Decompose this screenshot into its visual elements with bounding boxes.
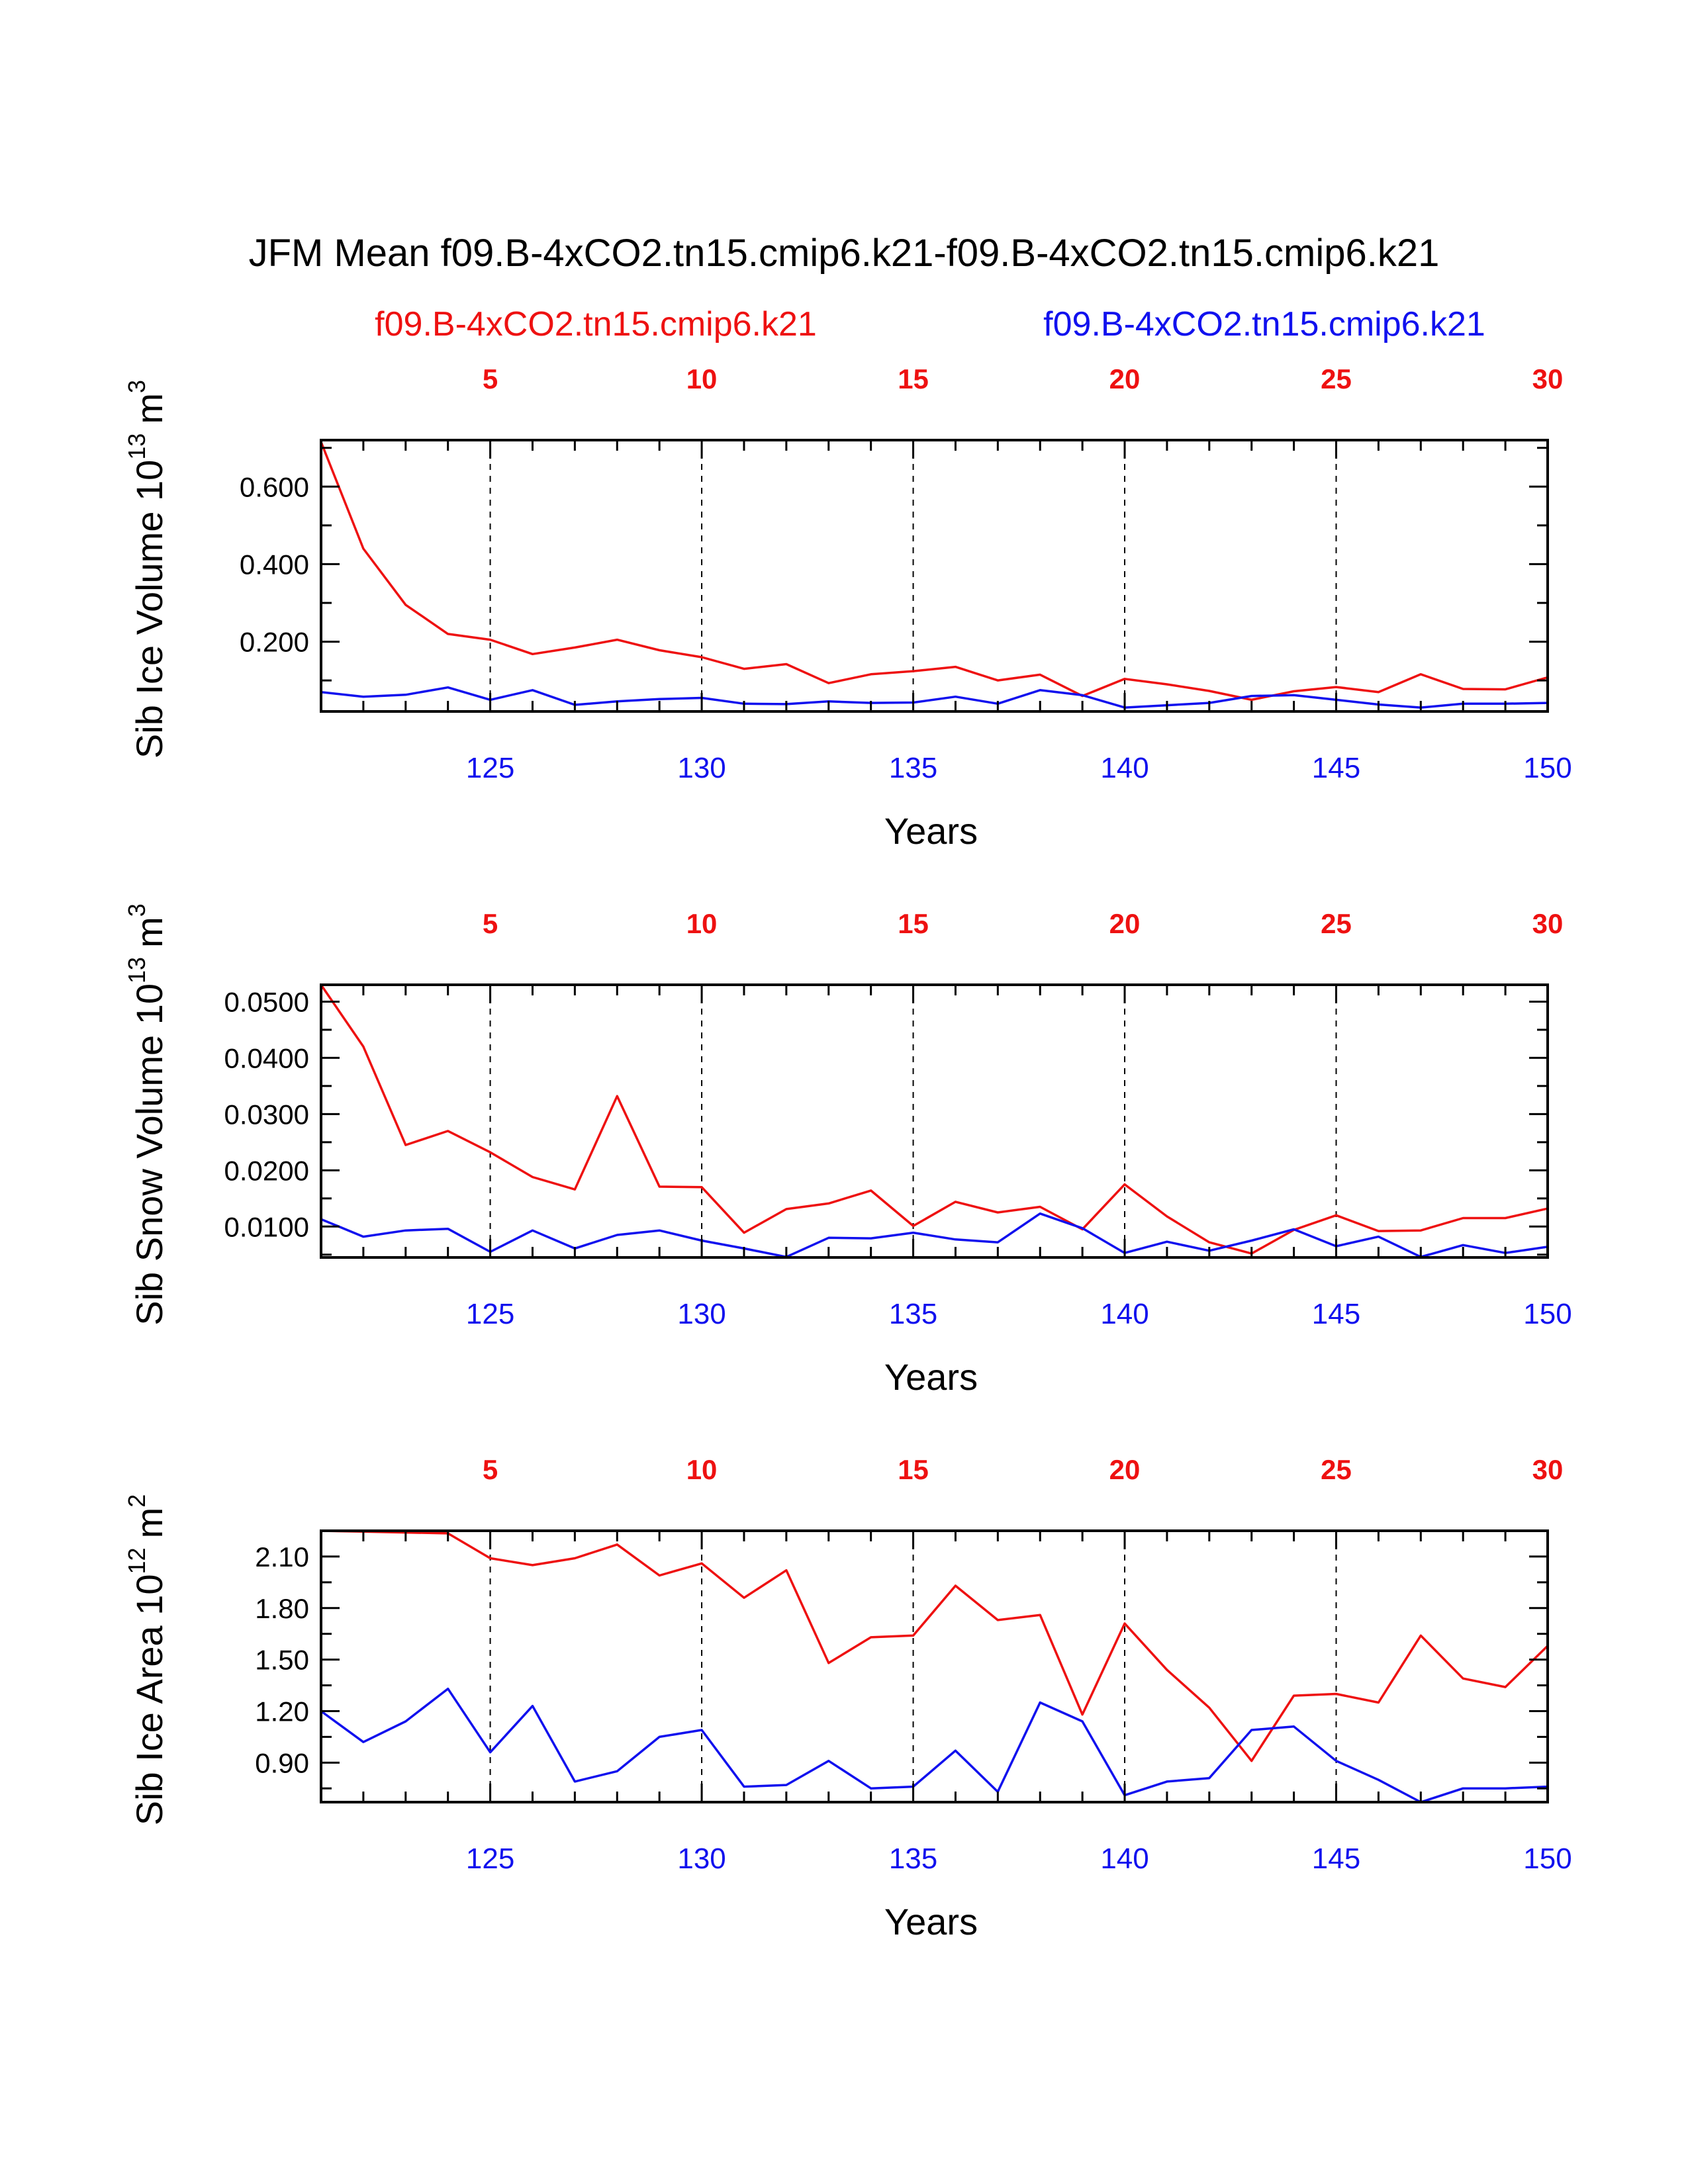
- bottom-tick-label: 145: [1312, 1298, 1360, 1330]
- bottom-tick-label: 125: [466, 1298, 514, 1330]
- left-tick-label: 0.0500: [224, 986, 309, 1017]
- bottom-tick-label: 135: [889, 1843, 937, 1875]
- top-tick-label: 5: [483, 908, 498, 939]
- left-tick-label: 0.0400: [224, 1042, 309, 1073]
- series-line-blue: [320, 1212, 1548, 1258]
- bottom-tick-label: 150: [1523, 1298, 1571, 1330]
- top-tick-label: 20: [1109, 363, 1141, 394]
- left-tick-label: 0.400: [240, 549, 309, 580]
- left-tick-label: 1.20: [255, 1696, 309, 1727]
- series-line-red: [320, 441, 1548, 702]
- series-line-blue: [320, 1687, 1548, 1803]
- top-tick-label: 15: [898, 363, 929, 394]
- top-tick-label: 10: [686, 908, 718, 939]
- left-tick-label: 0.0100: [224, 1211, 309, 1242]
- bottom-tick-label: 130: [677, 1298, 726, 1330]
- y-axis-label-exponent: 12: [123, 1547, 150, 1574]
- top-tick-label: 15: [898, 908, 929, 939]
- y-axis-label-main: Sib Ice Area 10: [128, 1574, 170, 1825]
- bottom-tick-label: 125: [466, 1843, 514, 1875]
- y-axis-label-unit: m: [128, 917, 170, 948]
- bottom-tick-label: 140: [1100, 1843, 1149, 1875]
- legend-red-label: f09.B-4xCO2.tn15.cmip6.k21: [375, 305, 817, 343]
- top-tick-label: 20: [1109, 908, 1141, 939]
- top-tick-label: 10: [686, 363, 718, 394]
- top-tick-label: 25: [1321, 908, 1352, 939]
- bottom-tick-label: 130: [677, 1843, 726, 1875]
- panel-1: 125 130 135 140 145 150 5 10 15 20 25 30 0.200 0.400 0…: [123, 363, 1572, 852]
- left-tick-label: 0.200: [240, 627, 309, 658]
- y-axis-label-unit-exponent: 3: [123, 903, 150, 917]
- bottom-tick-label: 135: [889, 1298, 937, 1330]
- top-tick-label: 30: [1532, 908, 1564, 939]
- x-axis-label: Years: [884, 1901, 978, 1942]
- top-tick-label: 30: [1532, 1454, 1564, 1485]
- bottom-tick-label: 150: [1523, 1843, 1571, 1875]
- bottom-tick-label: 125: [466, 752, 514, 784]
- bottom-tick-label: 145: [1312, 752, 1360, 784]
- panel-2: 125 130 135 140 145 150 5 10 15 20 25 30 0.0100 0.020…: [123, 903, 1572, 1398]
- y-axis-label-unit-exponent: 2: [123, 1494, 150, 1508]
- bottom-tick-label: 140: [1100, 1298, 1149, 1330]
- bottom-tick-label: 130: [677, 752, 726, 784]
- bottom-tick-label: 145: [1312, 1843, 1360, 1875]
- left-tick-label: 0.90: [255, 1747, 309, 1778]
- y-axis-label: Sib Ice Area 1012 m2: [123, 1494, 170, 1826]
- plot-frame: [320, 1529, 1549, 1803]
- chart-title: JFM Mean f09.B-4xCO2.tn15.cmip6.k21-f09.…: [249, 232, 1440, 275]
- left-tick-label: 0.0200: [224, 1155, 309, 1186]
- left-tick-label: 1.50: [255, 1645, 309, 1676]
- legend-blue-label: f09.B-4xCO2.tn15.cmip6.k21: [1043, 305, 1485, 343]
- left-tick-label: 1.80: [255, 1593, 309, 1624]
- y-axis-label-unit-exponent: 3: [123, 380, 150, 393]
- top-tick-label: 25: [1321, 363, 1352, 394]
- top-tick-label: 30: [1532, 363, 1564, 394]
- y-axis-label-unit: m: [128, 1508, 170, 1539]
- x-axis-label: Years: [884, 810, 978, 852]
- y-axis-label: Sib Ice Volume 1013 m3: [123, 380, 170, 758]
- top-tick-label: 5: [483, 1454, 498, 1485]
- y-axis-label-main: Sib Ice Volume 10: [128, 460, 170, 758]
- bottom-tick-label: 140: [1100, 752, 1149, 784]
- left-tick-label: 2.10: [255, 1541, 309, 1572]
- y-axis-label-main: Sib Snow Volume 10: [128, 983, 170, 1326]
- plot-frame: [320, 439, 1549, 713]
- top-tick-label: 25: [1321, 1454, 1352, 1485]
- left-tick-label: 0.600: [240, 471, 309, 502]
- bottom-tick-label: 150: [1523, 752, 1571, 784]
- series-line-red: [320, 1529, 1549, 1762]
- bottom-tick-label: 135: [889, 752, 937, 784]
- y-axis-label: Sib Snow Volume 1013 m3: [123, 903, 170, 1326]
- y-axis-label-exponent: 13: [123, 957, 150, 983]
- panel-3: 125 130 135 140 145 150 5 10 15 20 25 30 0.90 1.20 1.5…: [123, 1454, 1572, 1942]
- top-tick-label: 10: [686, 1454, 718, 1485]
- series-line-blue: [320, 686, 1548, 709]
- top-tick-label: 20: [1109, 1454, 1141, 1485]
- top-tick-label: 5: [483, 363, 498, 394]
- y-axis-label-exponent: 13: [123, 433, 150, 460]
- y-axis-label-unit: m: [128, 393, 170, 424]
- top-tick-label: 15: [898, 1454, 929, 1485]
- series-line-red: [320, 984, 1548, 1255]
- plot-frame: [320, 983, 1549, 1259]
- x-axis-label: Years: [884, 1356, 978, 1398]
- left-tick-label: 0.0300: [224, 1099, 309, 1130]
